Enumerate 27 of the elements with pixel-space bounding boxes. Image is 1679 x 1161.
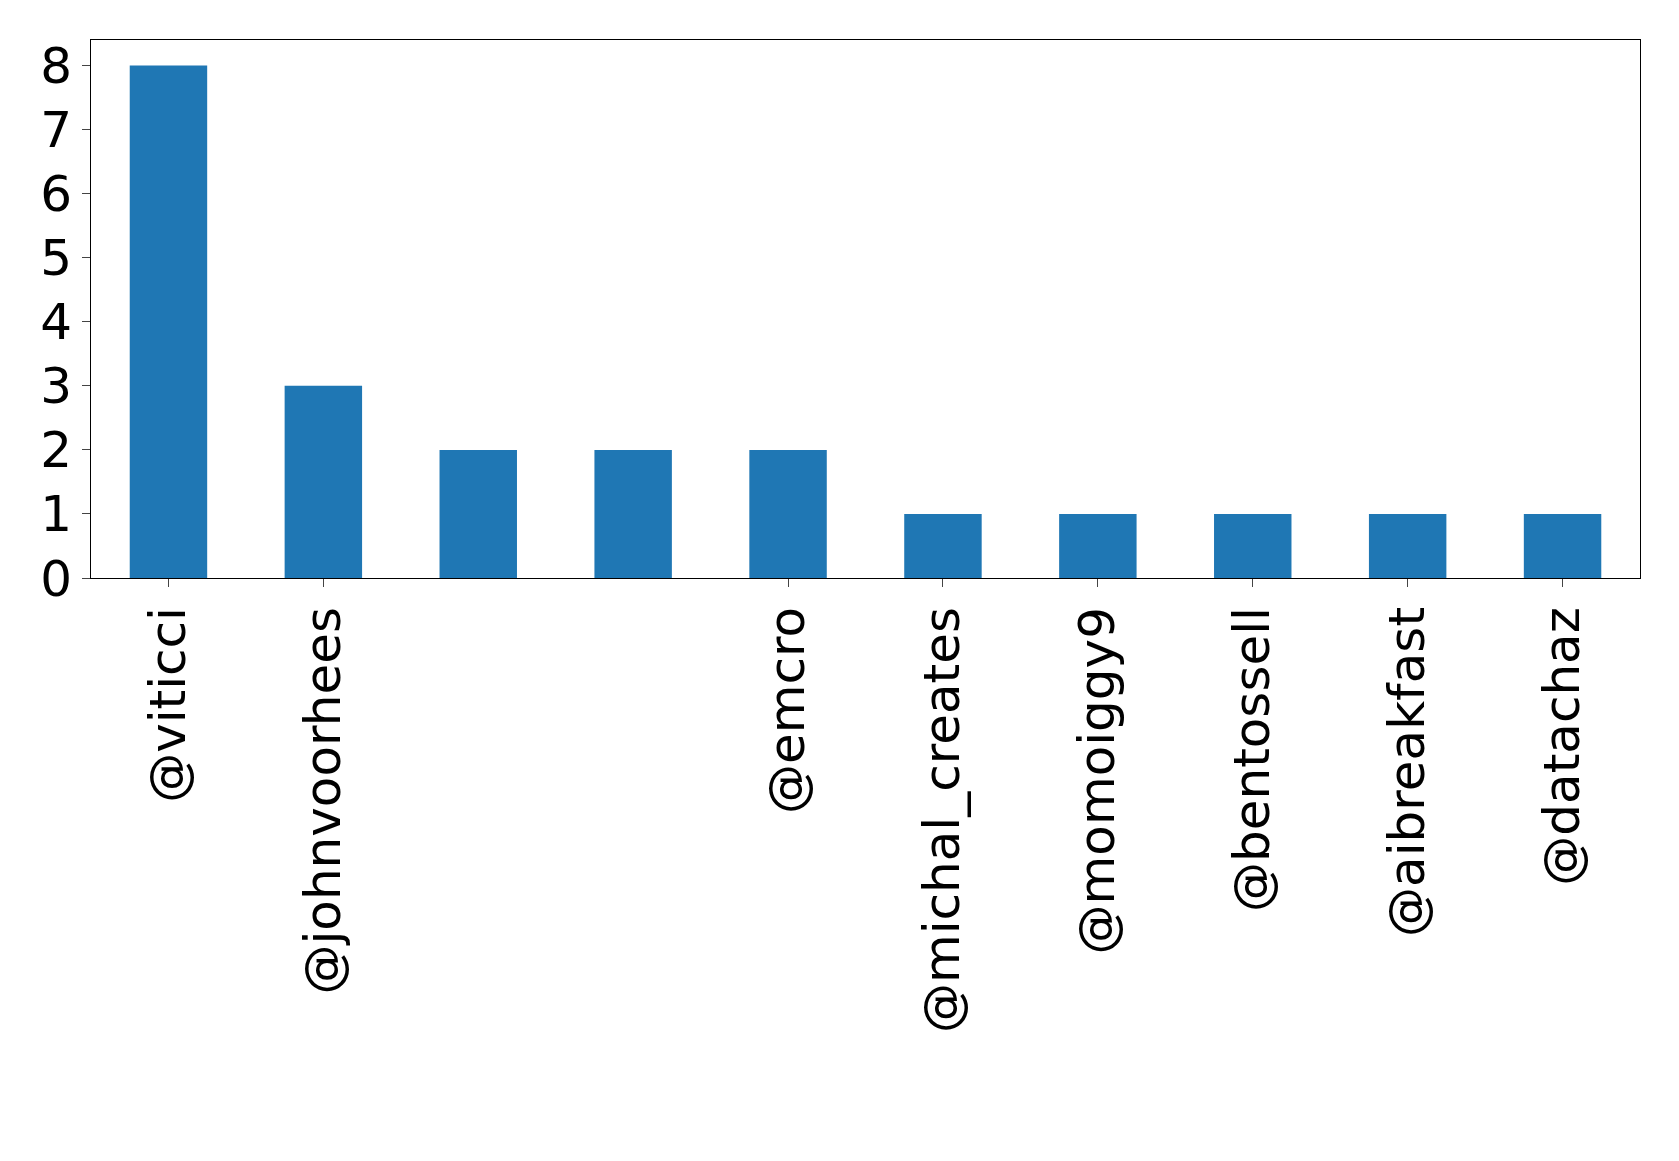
x-tick-label: @datachaz [1532, 607, 1591, 886]
x-tick-label: @johnvoorhees [293, 607, 352, 995]
x-tick-label: @emcro [758, 607, 817, 815]
x-tick-label: @viticci [138, 607, 197, 803]
y-tick-label: 4 [40, 293, 72, 352]
bar [749, 449, 827, 578]
y-tick-label: 0 [40, 549, 72, 608]
x-tick-label: @michal_creates [913, 607, 972, 1034]
bar [1368, 513, 1447, 578]
bar [284, 385, 363, 578]
x-tick-label: @bentossell [1223, 607, 1281, 913]
bar [1523, 513, 1602, 578]
x-tick-label: @momoiggy9 [1068, 607, 1127, 955]
y-tick-label: 7 [40, 101, 72, 160]
bar [904, 513, 982, 578]
bar [1214, 513, 1292, 578]
y-tick-label: 3 [40, 357, 72, 416]
bar [1059, 513, 1137, 578]
y-tick-label: 5 [40, 229, 72, 288]
y-tick-label: 8 [40, 37, 72, 96]
y-tick-label: 2 [40, 421, 72, 480]
bar [594, 449, 672, 578]
bar [129, 65, 208, 578]
y-tick-label: 1 [40, 485, 72, 544]
bar [439, 449, 517, 578]
y-tick-label: 6 [40, 165, 72, 224]
x-tick-label: @aibreakfast [1377, 607, 1436, 937]
